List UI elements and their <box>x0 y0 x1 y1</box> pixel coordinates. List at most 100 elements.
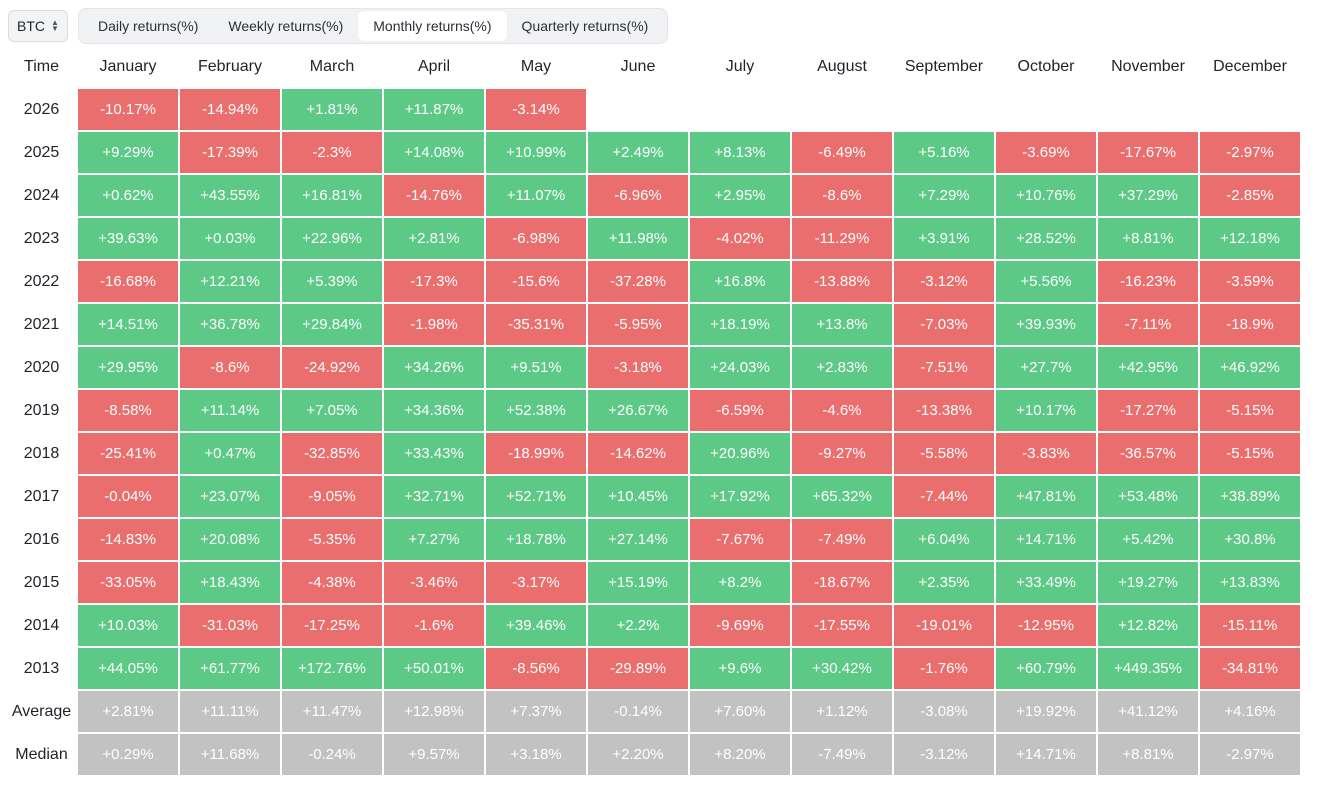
return-cell: +2.49% <box>588 132 688 173</box>
tab-monthly-returns[interactable]: Monthly returns(%) <box>358 11 507 41</box>
month-column-header: December <box>1213 58 1287 75</box>
return-cell: +50.01% <box>384 648 484 689</box>
return-cell: +22.96% <box>282 218 382 259</box>
return-cell: -7.51% <box>894 347 994 388</box>
return-cell: -1.98% <box>384 304 484 345</box>
return-cell: +12.18% <box>1200 218 1300 259</box>
tab-daily-returns[interactable]: Daily returns(%) <box>98 18 199 34</box>
summary-cell: -0.24% <box>282 734 382 775</box>
year-row: 2013 +44.05% +61.77% +172.76% +50.01% -8.56% -… <box>7 648 1300 689</box>
return-cell: -3.83% <box>996 433 1096 474</box>
tab-quarterly-returns[interactable]: Quarterly returns(%) <box>521 18 649 34</box>
return-cell: -5.58% <box>894 433 994 474</box>
return-cell <box>1200 89 1300 130</box>
return-cell: +39.93% <box>996 304 1096 345</box>
return-cell <box>996 89 1096 130</box>
return-cell: +6.04% <box>894 519 994 560</box>
table-header-row: Time January February March April May June Jul… <box>7 47 1300 87</box>
return-cell: -17.55% <box>792 605 892 646</box>
return-cell: -14.62% <box>588 433 688 474</box>
month-column-header: April <box>417 58 450 75</box>
return-cell: -11.29% <box>792 218 892 259</box>
return-cell: +20.08% <box>180 519 280 560</box>
return-cell: +18.43% <box>180 562 280 603</box>
return-cell: +1.81% <box>282 89 382 130</box>
return-cell: +61.77% <box>180 648 280 689</box>
return-cell: +5.42% <box>1098 519 1198 560</box>
return-cell: -5.35% <box>282 519 382 560</box>
return-cell: +53.48% <box>1098 476 1198 517</box>
return-cell: +0.62% <box>78 175 178 216</box>
return-cell: +26.67% <box>588 390 688 431</box>
return-cell: -16.68% <box>78 261 178 302</box>
year-row: 2019 -8.58% +11.14% +7.05% +34.36% +52.38% +26… <box>7 390 1300 431</box>
return-cell: -17.67% <box>1098 132 1198 173</box>
return-cell: -9.27% <box>792 433 892 474</box>
return-cell: +10.03% <box>78 605 178 646</box>
return-cell: +28.52% <box>996 218 1096 259</box>
asset-select-label: BTC <box>17 18 46 34</box>
asset-select[interactable]: BTC ▲ ▼ <box>8 10 68 42</box>
summary-cell: -3.12% <box>894 734 994 775</box>
return-cell: -5.15% <box>1200 390 1300 431</box>
return-cell: +7.05% <box>282 390 382 431</box>
return-cell: +13.8% <box>792 304 892 345</box>
return-cell: -32.85% <box>282 433 382 474</box>
month-column-header: February <box>197 58 263 75</box>
summary-cell: +1.12% <box>792 691 892 732</box>
return-cell: +7.27% <box>384 519 484 560</box>
month-column-header: March <box>309 58 355 75</box>
return-cell: -9.69% <box>690 605 790 646</box>
return-cell: -15.11% <box>1200 605 1300 646</box>
return-cell: -1.6% <box>384 605 484 646</box>
return-cell: +2.83% <box>792 347 892 388</box>
summary-row-label: Average <box>11 702 72 720</box>
return-cell: +7.29% <box>894 175 994 216</box>
return-cell: +5.16% <box>894 132 994 173</box>
table-body: 2026 -10.17% -14.94% +1.81% +11.87% -3.14% 202… <box>7 89 1300 775</box>
return-cell: +33.43% <box>384 433 484 474</box>
month-column-header: October <box>1017 58 1075 75</box>
year-label: 2014 <box>23 616 60 634</box>
month-column-header: November <box>1111 58 1185 75</box>
return-cell <box>792 89 892 130</box>
year-label: 2017 <box>23 487 60 505</box>
return-cell: -13.88% <box>792 261 892 302</box>
summary-cell: +14.71% <box>996 734 1096 775</box>
month-column-header: September <box>904 58 984 75</box>
return-cell: +17.92% <box>690 476 790 517</box>
return-cell: -19.01% <box>894 605 994 646</box>
return-cell: +39.63% <box>78 218 178 259</box>
return-cell: +18.78% <box>486 519 586 560</box>
summary-cell: +11.11% <box>180 691 280 732</box>
return-cell: -5.95% <box>588 304 688 345</box>
summary-cell: +0.29% <box>78 734 178 775</box>
year-label: 2025 <box>23 143 60 161</box>
month-column-header: July <box>725 58 755 75</box>
return-cell: +2.2% <box>588 605 688 646</box>
return-cell: -7.11% <box>1098 304 1198 345</box>
return-cell: +12.21% <box>180 261 280 302</box>
return-cell: +36.78% <box>180 304 280 345</box>
return-cell: -5.15% <box>1200 433 1300 474</box>
summary-row: Median +0.29% +11.68% -0.24% +9.57% +3.18% +2.… <box>7 734 1300 775</box>
summary-cell: +7.37% <box>486 691 586 732</box>
year-row: 2017 -0.04% +23.07% -9.05% +32.71% +52.71% +10… <box>7 476 1300 517</box>
return-cell: -17.27% <box>1098 390 1198 431</box>
year-label: 2023 <box>23 229 60 247</box>
return-cell: +23.07% <box>180 476 280 517</box>
return-cell: +46.92% <box>1200 347 1300 388</box>
return-cell: -8.6% <box>792 175 892 216</box>
return-cell: -2.85% <box>1200 175 1300 216</box>
return-cell: +32.71% <box>384 476 484 517</box>
summary-cell: -3.08% <box>894 691 994 732</box>
return-cell: +11.98% <box>588 218 688 259</box>
summary-cell: +8.81% <box>1098 734 1198 775</box>
return-cell: +29.84% <box>282 304 382 345</box>
return-cell: -33.05% <box>78 562 178 603</box>
tab-weekly-returns[interactable]: Weekly returns(%) <box>228 18 344 34</box>
return-cell: -18.67% <box>792 562 892 603</box>
return-cell: +29.95% <box>78 347 178 388</box>
return-cell: -3.14% <box>486 89 586 130</box>
return-cell: -3.17% <box>486 562 586 603</box>
